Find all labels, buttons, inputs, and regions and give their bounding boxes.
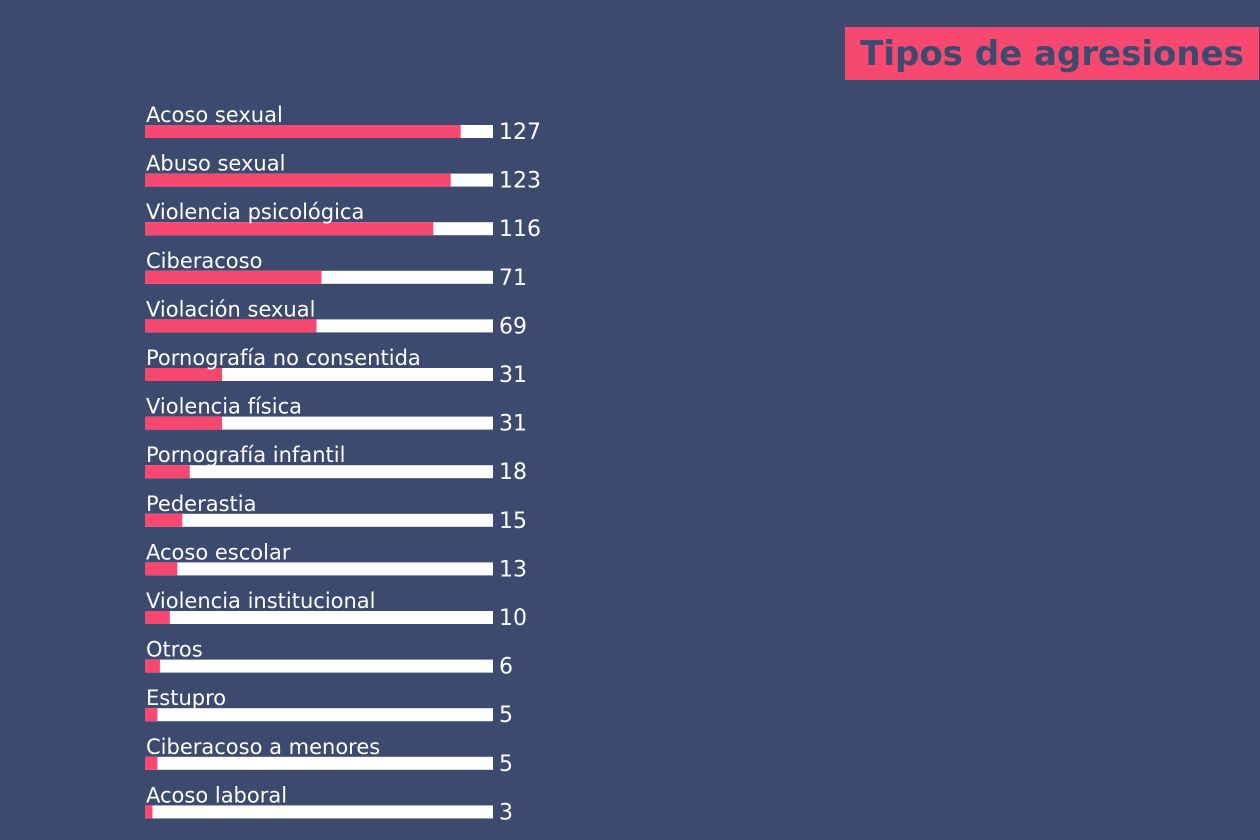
category-label: Acoso sexual	[146, 103, 283, 127]
value-label: 18	[499, 460, 527, 485]
category-label: Ciberacoso	[146, 249, 262, 273]
bar-track	[145, 708, 493, 722]
value-label: 123	[499, 169, 541, 194]
bar	[145, 562, 178, 576]
bar-track	[145, 513, 493, 527]
value-label: 71	[499, 266, 527, 291]
bar-track	[145, 562, 493, 576]
category-label: Ciberacoso a menores	[146, 735, 380, 759]
bar	[145, 125, 461, 138]
bar-track	[145, 368, 493, 381]
bar	[145, 368, 223, 381]
chart-title-box: Tipos de agresiones	[845, 27, 1259, 80]
bar	[145, 270, 322, 284]
value-label: 116	[499, 217, 541, 242]
category-label: Pornografía no consentida	[146, 346, 421, 370]
category-label: Pornografía infantil	[146, 443, 345, 467]
bar-track	[145, 756, 493, 770]
value-label: 5	[499, 703, 513, 728]
value-label: 5	[499, 752, 513, 777]
bar	[145, 513, 183, 527]
bar	[145, 319, 317, 333]
category-label: Violencia psicológica	[146, 200, 364, 224]
chart-title: Tipos de agresiones	[860, 33, 1244, 74]
bar-track	[145, 611, 493, 624]
category-label: Abuso sexual	[146, 152, 285, 176]
bar	[145, 416, 223, 430]
value-label: 31	[499, 363, 527, 388]
bar	[145, 222, 434, 236]
category-label: Violencia institucional	[146, 589, 376, 613]
category-label: Acoso escolar	[146, 540, 291, 564]
value-label: 3	[499, 800, 513, 825]
value-label: 13	[499, 557, 527, 582]
bar	[145, 465, 190, 479]
value-label: 6	[499, 655, 513, 680]
value-label: 10	[499, 606, 527, 631]
bar-track	[145, 659, 493, 673]
category-label: Pederastia	[146, 492, 256, 516]
value-label: 69	[499, 314, 527, 339]
bar	[145, 611, 170, 624]
value-label: 127	[499, 120, 541, 145]
bar	[145, 756, 158, 770]
value-label: 15	[499, 509, 527, 534]
category-label: Violación sexual	[146, 297, 315, 321]
value-label: 31	[499, 412, 527, 437]
bar-track	[145, 465, 493, 479]
category-label: Acoso laboral	[146, 783, 287, 807]
bar-track	[145, 416, 493, 430]
bar	[145, 708, 158, 722]
bar	[145, 173, 451, 187]
category-label: Estupro	[146, 686, 226, 710]
bar-track	[145, 805, 493, 819]
category-label: Violencia física	[146, 395, 302, 419]
bar	[145, 659, 160, 673]
bar	[145, 805, 153, 819]
category-label: Otros	[146, 638, 203, 662]
